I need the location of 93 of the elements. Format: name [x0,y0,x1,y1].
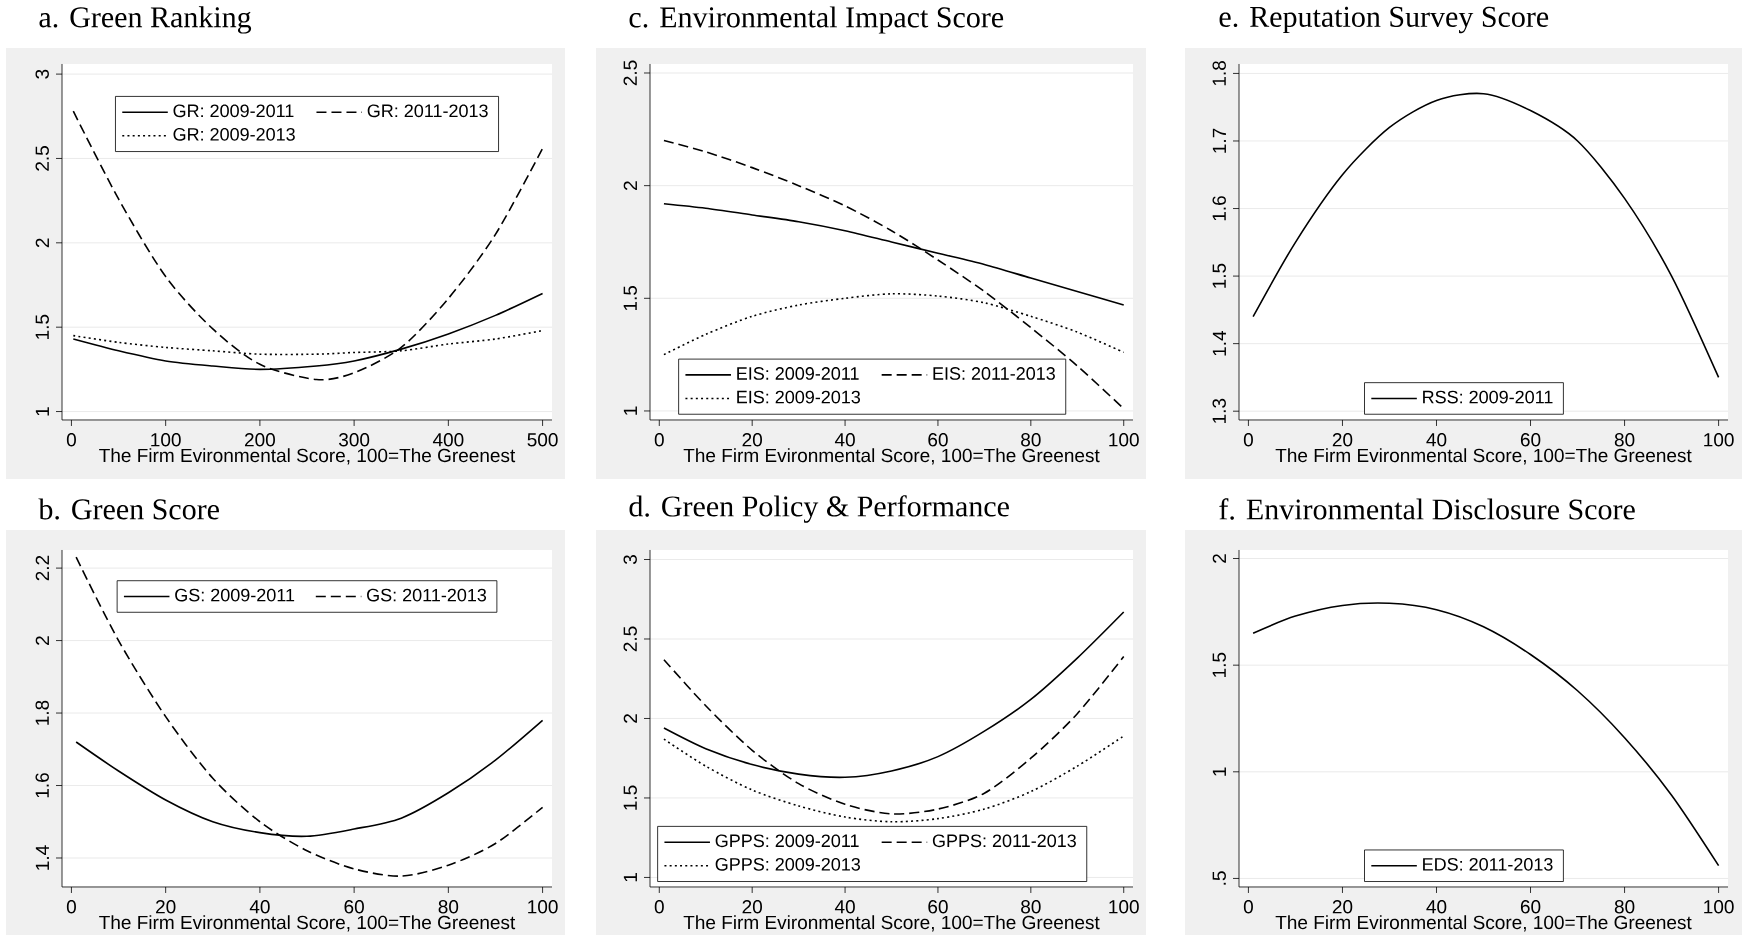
y-tick-label: .5 [1212,871,1226,885]
x-tick-label: 100 [528,900,558,914]
x-tick-label: 80 [1614,900,1635,914]
legend-label: GPPS: 2011-2013 [932,834,1076,848]
legend-label: RSS: 2009-2011 [1423,390,1553,404]
x-tick-label: 100 [1704,900,1734,914]
x-axis-title: The Firm Evironmental Score, 100=The Greenest [99,448,516,465]
x-tick-label: 40 [1426,900,1447,914]
legend-label: GR: 2011-2013 [367,104,488,118]
x-tick-label: 80 [438,900,459,914]
legend-label: GPPS: 2009-2011 [715,834,859,848]
y-tick-label: 2 [623,714,637,723]
chart-title: f. Environmental Disclosure Score [1219,498,1635,520]
y-tick-label: 2 [1212,554,1226,563]
y-tick-label: 1 [623,406,637,415]
y-tick-label: 3 [35,69,49,79]
y-tick-label: 1.5 [1212,263,1226,288]
chart-title: b. Green Score [38,498,219,520]
x-tick-label: 300 [338,433,370,447]
x-tick-label: 0 [654,433,664,447]
legend-label: EIS: 2011-2013 [933,367,1055,380]
line-series [1252,92,1720,379]
y-tick-label: 1 [1212,767,1226,776]
x-tick-label: 100 [151,433,181,447]
x-tick-label: 60 [344,900,364,914]
y-tick-label: 2 [623,181,637,190]
x-axis-title: The Firm Evironmental Score, 100=The Greenest [1275,915,1692,932]
y-tick-label: 1.8 [35,700,49,725]
x-tick-label: 60 [928,900,948,914]
legend-label: EDS: 2011-2013 [1423,857,1553,871]
x-tick-label: 0 [66,433,76,447]
chart-title: d. Green Policy & Performance [629,495,1009,523]
x-tick-label: 60 [1520,433,1541,447]
y-tick-label: 1 [35,407,49,416]
x-tick-label: 100 [1109,900,1139,914]
chart-title: e. Reputation Survey Score [1219,6,1549,34]
x-tick-label: 0 [1243,433,1253,447]
y-tick-label: 1.5 [1212,652,1226,677]
y-tick-label: 1 [623,873,637,882]
x-tick-label: 40 [834,433,855,447]
y-tick-label: 1.5 [623,785,637,810]
x-tick-label: 20 [156,900,176,914]
y-tick-label: 1.5 [35,314,49,339]
x-tick-label: 60 [1520,900,1541,914]
legend-label: EIS: 2009-2013 [737,390,861,404]
y-tick-label: 2 [35,636,49,645]
x-tick-label: 0 [66,900,76,914]
x-axis-title: The Firm Evironmental Score, 100=The Greenest [1275,448,1692,465]
y-tick-label: 2.5 [623,60,637,86]
legend-label: GPPS: 2009-2013 [715,857,861,871]
legend-label: EIS: 2009-2011 [737,367,859,380]
y-tick-label: 2.2 [35,555,49,581]
x-tick-label: 40 [249,900,270,914]
x-tick-label: 0 [654,900,664,914]
y-tick-label: 1.6 [35,773,49,798]
y-tick-label: 2.5 [623,626,637,652]
x-tick-label: 20 [1332,900,1353,914]
x-tick-label: 500 [527,433,558,447]
x-tick-label: 80 [1021,433,1041,447]
line-series [663,735,1125,823]
y-tick-label: 2 [35,238,49,248]
x-tick-label: 100 [1704,433,1734,447]
x-tick-label: 40 [1426,433,1447,447]
x-axis-title: The Firm Evironmental Score, 100=The Greenest [683,448,1100,465]
y-tick-label: 1.7 [1212,128,1226,153]
x-tick-label: 80 [1021,900,1041,914]
legend-label: GR: 2009-2011 [173,104,294,118]
y-tick-label: 1.8 [1212,60,1226,86]
x-tick-label: 100 [1109,433,1139,447]
x-tick-label: 0 [1243,900,1253,914]
y-tick-label: 1.5 [623,285,637,311]
x-tick-label: 200 [244,433,275,447]
x-axis-title: The Firm Evironmental Score, 100=The Greenest [99,915,516,932]
x-tick-label: 20 [1332,433,1353,447]
x-tick-label: 80 [1614,433,1635,447]
x-tick-label: 60 [928,433,948,447]
legend-label: GS: 2009-2011 [175,588,295,602]
x-tick-label: 20 [742,900,762,914]
x-tick-label: 40 [834,900,855,914]
y-tick-label: 1.6 [1212,196,1226,221]
chart-title: c. Environmental Impact Score [629,6,1004,34]
line-series [75,556,544,877]
y-tick-label: 1.3 [1212,398,1226,423]
x-tick-label: 20 [742,433,762,447]
y-tick-label: 2.5 [35,145,49,171]
x-tick-label: 400 [432,433,464,447]
y-tick-label: 1.4 [35,845,49,870]
y-tick-label: 1.4 [1212,330,1226,356]
legend-label: GR: 2009-2013 [173,127,295,141]
x-axis-title: The Firm Evironmental Score, 100=The Greenest [683,915,1100,932]
legend-label: GS: 2011-2013 [367,588,487,602]
y-tick-label: 3 [623,555,637,565]
chart-title: a. Green Ranking [39,6,252,34]
